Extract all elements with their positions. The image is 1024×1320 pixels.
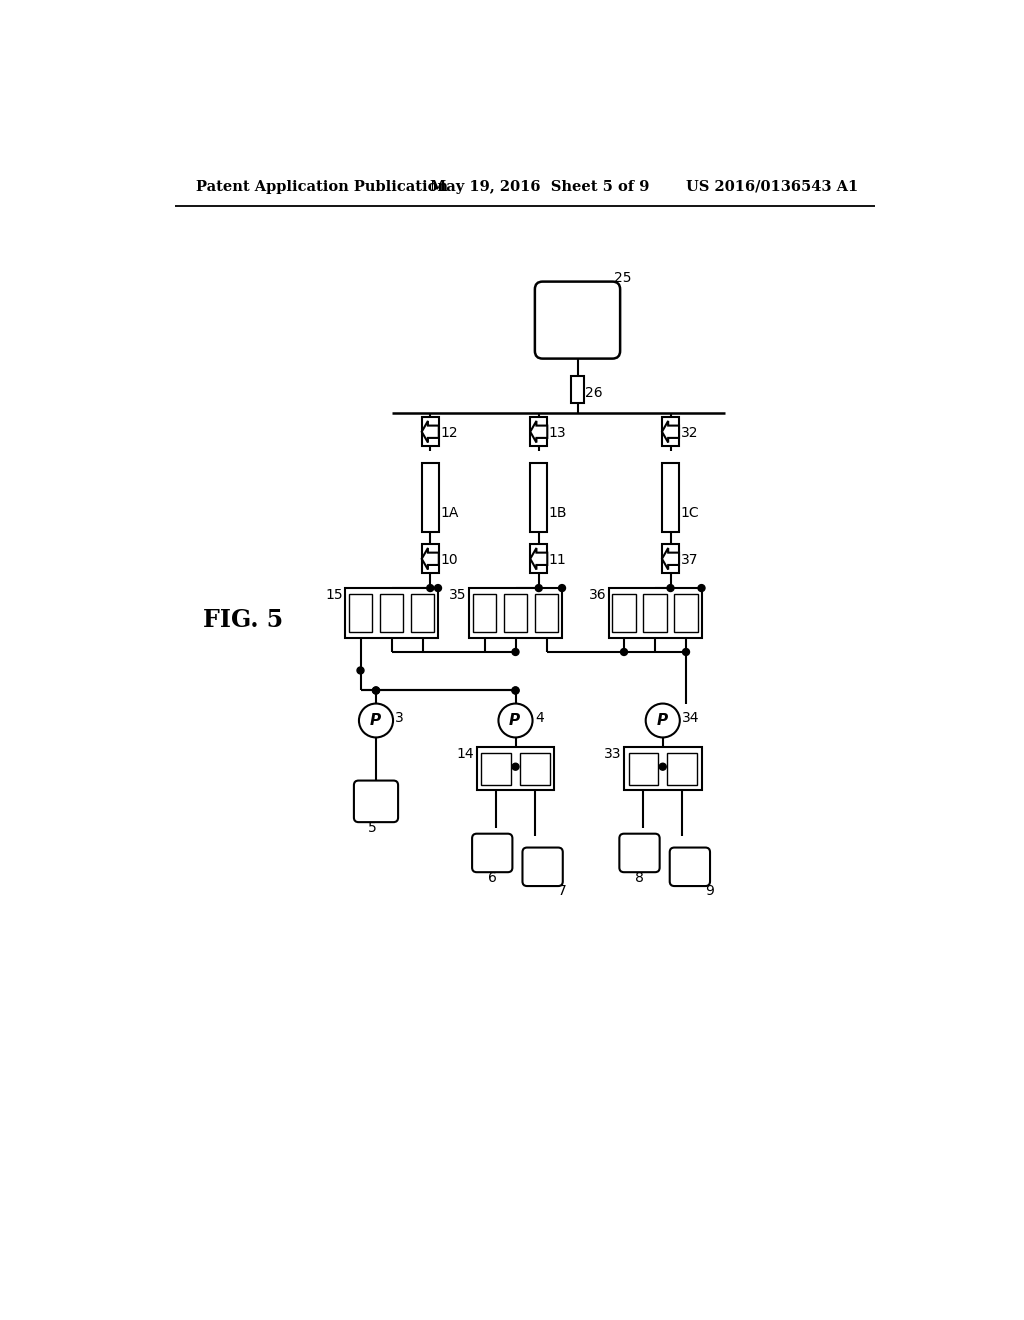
Polygon shape <box>662 548 679 570</box>
Circle shape <box>667 585 674 591</box>
Text: 10: 10 <box>440 553 458 568</box>
FancyBboxPatch shape <box>620 834 659 873</box>
Bar <box>530 417 547 446</box>
Circle shape <box>373 686 380 694</box>
Circle shape <box>621 648 628 656</box>
Bar <box>422 417 438 446</box>
Text: 34: 34 <box>682 711 699 725</box>
Bar <box>520 752 550 784</box>
Bar <box>530 544 547 573</box>
Bar <box>469 589 562 638</box>
Bar <box>411 594 434 632</box>
Text: 1B: 1B <box>549 506 567 520</box>
Text: 37: 37 <box>681 553 698 568</box>
Bar <box>345 589 438 638</box>
Text: May 19, 2016  Sheet 5 of 9: May 19, 2016 Sheet 5 of 9 <box>430 180 649 194</box>
Polygon shape <box>530 421 547 442</box>
Polygon shape <box>422 548 438 570</box>
Circle shape <box>373 686 380 694</box>
FancyBboxPatch shape <box>472 834 512 873</box>
Circle shape <box>558 585 565 591</box>
Bar <box>422 544 438 573</box>
FancyBboxPatch shape <box>535 281 621 359</box>
Bar <box>349 594 373 632</box>
Circle shape <box>512 686 519 694</box>
Text: 15: 15 <box>325 589 343 602</box>
Circle shape <box>646 704 680 738</box>
Text: 9: 9 <box>706 884 715 898</box>
Text: 12: 12 <box>440 426 458 441</box>
Text: 36: 36 <box>589 589 606 602</box>
Bar <box>504 594 527 632</box>
Text: 1A: 1A <box>440 506 459 520</box>
FancyBboxPatch shape <box>670 847 710 886</box>
Circle shape <box>512 648 519 656</box>
Text: P: P <box>509 713 520 729</box>
Text: 35: 35 <box>450 589 467 602</box>
Text: 6: 6 <box>487 871 497 884</box>
Bar <box>662 417 679 446</box>
Text: 7: 7 <box>558 884 567 898</box>
Text: P: P <box>656 713 668 729</box>
Bar <box>643 594 667 632</box>
Text: 25: 25 <box>614 272 632 285</box>
Text: 11: 11 <box>549 553 566 568</box>
Circle shape <box>698 585 705 591</box>
Bar <box>629 752 658 784</box>
Text: 14: 14 <box>457 747 474 762</box>
Bar <box>571 376 584 404</box>
Bar <box>662 462 679 532</box>
Bar <box>380 594 403 632</box>
Polygon shape <box>530 548 547 570</box>
Polygon shape <box>422 421 438 442</box>
Circle shape <box>434 585 441 591</box>
Bar <box>674 594 697 632</box>
Text: 26: 26 <box>586 387 603 400</box>
FancyBboxPatch shape <box>354 780 398 822</box>
Bar <box>422 462 438 532</box>
Circle shape <box>536 585 543 591</box>
Circle shape <box>427 585 434 591</box>
Text: 3: 3 <box>395 711 404 725</box>
Text: Patent Application Publication: Patent Application Publication <box>197 180 449 194</box>
Text: 8: 8 <box>635 871 644 884</box>
Text: P: P <box>370 713 381 729</box>
Text: 4: 4 <box>535 711 544 725</box>
Circle shape <box>683 648 689 656</box>
Bar <box>535 594 558 632</box>
Bar <box>477 747 554 789</box>
Bar <box>473 594 497 632</box>
Bar <box>662 544 679 573</box>
Bar <box>668 752 697 784</box>
Circle shape <box>499 704 532 738</box>
Text: 32: 32 <box>681 426 698 441</box>
Polygon shape <box>662 421 679 442</box>
Text: US 2016/0136543 A1: US 2016/0136543 A1 <box>686 180 858 194</box>
Bar <box>530 462 547 532</box>
Bar <box>624 747 701 789</box>
Circle shape <box>359 704 393 738</box>
Bar <box>608 589 701 638</box>
Text: 13: 13 <box>549 426 566 441</box>
Text: FIG. 5: FIG. 5 <box>203 609 283 632</box>
Circle shape <box>659 763 667 770</box>
Text: 5: 5 <box>368 821 377 834</box>
Bar <box>612 594 636 632</box>
Text: 1C: 1C <box>681 506 699 520</box>
Bar <box>481 752 511 784</box>
FancyBboxPatch shape <box>522 847 563 886</box>
Circle shape <box>512 686 519 694</box>
Circle shape <box>512 763 519 770</box>
Text: 33: 33 <box>604 747 622 762</box>
Circle shape <box>357 667 364 675</box>
